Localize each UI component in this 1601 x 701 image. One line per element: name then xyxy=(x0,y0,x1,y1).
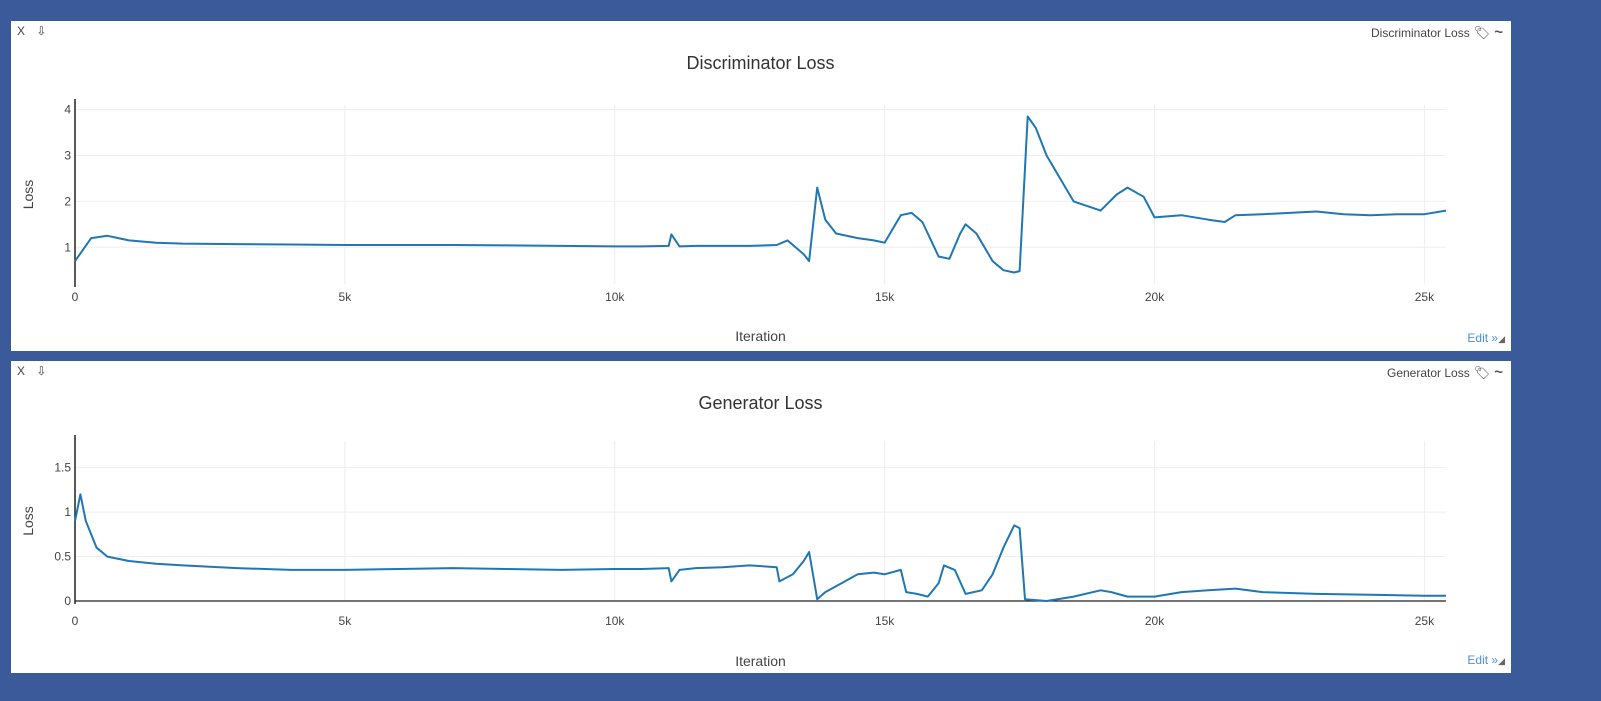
close-icon[interactable]: X xyxy=(17,364,30,378)
resize-handle-icon[interactable]: ◢ xyxy=(1498,334,1505,344)
y-tick-label: 0.5 xyxy=(54,550,71,564)
x-axis-title: Iteration xyxy=(735,653,786,669)
panel-label-text: Generator Loss xyxy=(1387,365,1470,380)
smoothing-icon[interactable]: ~ xyxy=(1494,24,1503,41)
y-tick-label: 1 xyxy=(64,240,71,254)
edit-link[interactable]: Edit »◢ xyxy=(1467,331,1505,345)
series-line[interactable] xyxy=(74,115,1447,274)
discriminator-loss-panel: X ⇩ Discriminator Loss 🏷 ~ 0 5k 10k 15k 20k 2… xyxy=(11,21,1511,351)
close-icon[interactable]: X xyxy=(17,24,30,38)
x-tick-label: 0 xyxy=(72,290,79,304)
panel-label: Discriminator Loss 🏷 ~ xyxy=(1371,24,1503,41)
download-icon[interactable]: ⇩ xyxy=(36,24,51,38)
y-axis-title: Loss xyxy=(20,180,36,210)
panel-window-controls: X ⇩ xyxy=(17,24,50,38)
tag-icon[interactable]: 🏷 xyxy=(1473,364,1491,380)
panel-window-controls: X ⇩ xyxy=(17,364,50,378)
resize-handle-icon[interactable]: ◢ xyxy=(1498,656,1505,666)
chart-title: Generator Loss xyxy=(698,393,822,413)
x-tick-label: 15k xyxy=(875,614,895,628)
x-tick-label: 25k xyxy=(1415,614,1435,628)
tag-icon[interactable]: 🏷 xyxy=(1473,24,1491,40)
y-tick-label: 3 xyxy=(64,148,71,162)
y-tick-label: 4 xyxy=(64,103,71,117)
edit-link-text[interactable]: Edit » xyxy=(1467,331,1499,345)
y-tick-label: 0 xyxy=(64,594,71,608)
y-tick-label: 1.5 xyxy=(54,461,71,475)
y-axis-title: Loss xyxy=(20,506,36,536)
edit-link[interactable]: Edit »◢ xyxy=(1467,653,1505,667)
x-tick-label: 15k xyxy=(875,290,895,304)
series-line[interactable] xyxy=(74,493,1446,602)
y-tick-label: 2 xyxy=(64,194,71,208)
panel-label-text: Discriminator Loss xyxy=(1371,25,1470,40)
x-tick-label: 20k xyxy=(1145,290,1165,304)
x-tick-label: 5k xyxy=(339,614,353,628)
discriminator-loss-chart: 0 5k 10k 15k 20k 25k 1 2 3 4 Discriminator Loss Ite… xyxy=(20,53,1447,344)
generator-loss-chart: 0 5k 10k 15k 20k 25k 0 0.5 1 1.5 Generator Loss Ite… xyxy=(20,393,1446,669)
panel-label: Generator Loss 🏷 ~ xyxy=(1387,364,1503,381)
x-tick-label: 0 xyxy=(72,614,79,628)
x-axis-title: Iteration xyxy=(735,328,786,344)
smoothing-icon[interactable]: ~ xyxy=(1494,364,1503,381)
x-tick-label: 25k xyxy=(1415,290,1435,304)
edit-link-text[interactable]: Edit » xyxy=(1467,653,1499,667)
x-tick-label: 10k xyxy=(605,290,625,304)
x-tick-label: 10k xyxy=(605,614,625,628)
x-tick-label: 20k xyxy=(1145,614,1165,628)
chart-title: Discriminator Loss xyxy=(686,53,834,73)
y-tick-label: 1 xyxy=(64,505,71,519)
generator-loss-panel: X ⇩ Generator Loss 🏷 ~ 0 5k 10k 15k 20k 25k 0 0… xyxy=(11,361,1511,673)
x-tick-label: 5k xyxy=(339,290,353,304)
download-icon[interactable]: ⇩ xyxy=(36,364,51,378)
